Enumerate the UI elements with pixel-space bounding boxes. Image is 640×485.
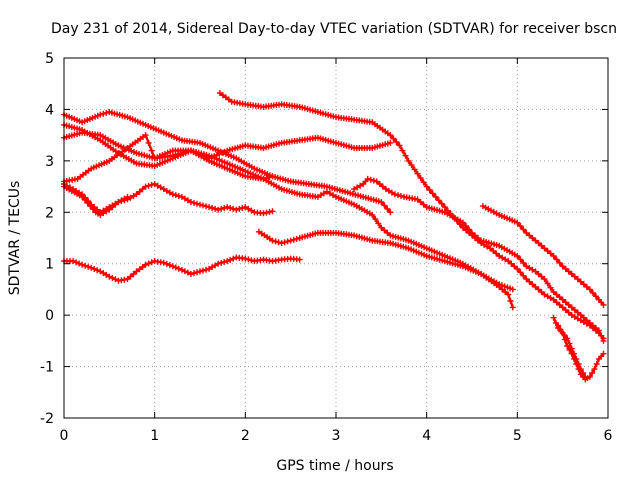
y-tick-label: 1 — [45, 257, 54, 273]
x-tick-label: 2 — [241, 428, 250, 444]
y-axis-label: SDTVAR / TECUs — [7, 181, 23, 296]
x-tick-label: 1 — [150, 428, 159, 444]
y-tick-label: 4 — [45, 102, 54, 118]
series-trace-13 — [550, 314, 589, 380]
series-markers — [479, 203, 607, 308]
grid — [64, 58, 608, 418]
plot-area — [61, 90, 607, 383]
x-tick-label: 6 — [604, 428, 613, 444]
x-tick-label: 5 — [513, 428, 522, 444]
x-tick-label: 3 — [332, 428, 341, 444]
x-tick-label: 0 — [60, 428, 69, 444]
series-trace-7 — [61, 183, 131, 218]
y-tick-label: 0 — [45, 308, 54, 324]
series-markers — [255, 228, 516, 293]
x-axis-label: GPS time / hours — [276, 458, 393, 474]
y-tick-label: 3 — [45, 154, 54, 170]
series-trace-11 — [255, 228, 516, 293]
series-markers — [351, 175, 607, 344]
y-tick-label: 2 — [45, 205, 54, 221]
series-trace-9 — [351, 175, 607, 344]
y-tick-label: 5 — [45, 51, 54, 67]
series-trace-10 — [479, 203, 607, 308]
tick-labels: 0 1 2 3 4 5 6 -2 -1 0 1 2 3 4 5 — [40, 51, 613, 444]
series-trace-1 — [61, 254, 303, 284]
series-markers — [216, 90, 607, 342]
series-markers — [61, 254, 303, 284]
series-markers — [550, 314, 589, 380]
series-trace-8 — [216, 90, 607, 342]
chart-title: Day 231 of 2014, Sidereal Day-to-day VTE… — [51, 21, 617, 37]
x-tick-label: 4 — [422, 428, 431, 444]
axes — [63, 57, 609, 419]
y-tick-label: -1 — [40, 360, 54, 376]
series-line — [352, 177, 605, 343]
series-line — [218, 91, 605, 340]
y-tick-label: -2 — [40, 411, 54, 427]
